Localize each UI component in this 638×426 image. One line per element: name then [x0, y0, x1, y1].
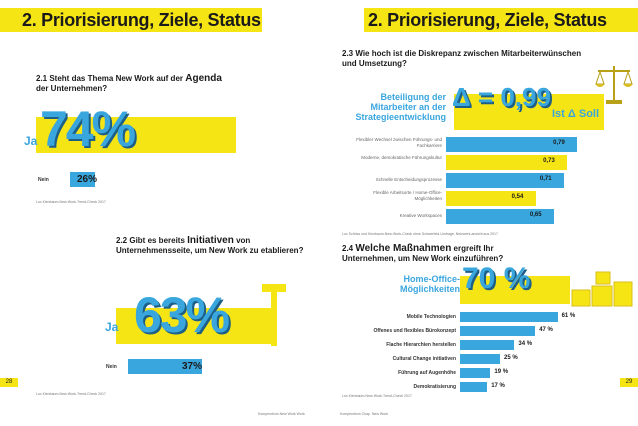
q24-homeoffice-label: Home-Office- Möglichkeiten: [399, 274, 460, 294]
q24-homeoffice-value: 70 %: [462, 262, 531, 295]
strat-value-5: 0,65: [529, 212, 542, 218]
q22-yes-label: Ja: [105, 320, 119, 334]
measure-value-4: 25 %: [504, 355, 518, 361]
q24-header-bar: [460, 276, 570, 304]
strat-value-1: 0,79: [553, 140, 565, 146]
q21-no-label: Nein: [38, 177, 49, 183]
measure-label-6: Demokratisierung: [413, 384, 456, 390]
q22-signpost-pole: [271, 288, 277, 346]
strat-bar-4: [446, 191, 536, 206]
measure-bar-6: [460, 382, 488, 392]
measure-label-1: Mobile Technologien: [406, 314, 456, 320]
right-page-number: 29: [620, 378, 638, 387]
left-page-number: 28: [0, 378, 18, 387]
strat-value-2: 0,73: [543, 158, 555, 164]
strat-bar-2: [446, 155, 568, 170]
q23-delta: Δ = 0,99: [452, 82, 551, 112]
strat-label-5: Kreative Workspaces: [399, 213, 442, 218]
strat-label-3: Schnelle Entscheidungsprozesse: [375, 177, 442, 182]
right-footer: Kompendium Chap. New Work: [340, 412, 388, 416]
measure-label-5: Führung auf Augenhöhe: [398, 370, 456, 376]
strat-bar-5: [446, 209, 554, 224]
strat-value-4: 0,54: [511, 194, 524, 200]
q23-ist-soll: Ist Δ Soll: [552, 108, 600, 120]
measure-value-6: 17 %: [491, 383, 505, 389]
left-footer: Kompendium New Work Work: [258, 412, 305, 416]
measure-value-1: 61 %: [561, 313, 576, 319]
strat-value-3: 0,71: [539, 176, 552, 182]
q22-yes-bar: [116, 308, 272, 344]
q23-header-bar: [454, 94, 604, 130]
strat-bar-3: [446, 173, 564, 188]
q22-no-bar: [128, 359, 202, 374]
q22-signpost-top: [262, 284, 286, 292]
q22-yes-value: 63%: [134, 287, 230, 343]
strat-label-1: Flexibler Wechsel zwischen Führungs- und…: [356, 137, 442, 148]
q21-yes-value: 74%: [40, 101, 136, 157]
left-title-bar: [0, 8, 262, 32]
measure-bar-4: [460, 354, 500, 364]
strat-label-2: Moderne, demokratische Führungskultur: [361, 155, 442, 160]
q23-heading: 2.3 Wie hoch ist die Diskrepanz zwischen…: [342, 49, 582, 68]
q24-source: Lux Kienbaum-New-Work-Trend-Check 2017: [342, 394, 412, 398]
q22-no-value: 37%: [182, 361, 203, 372]
strat-label-4: Flexible Arbeitsorte / Home-Office-Mögli…: [373, 190, 442, 201]
measure-label-3: Flache Hierarchien herstellen: [386, 342, 456, 348]
q22-no-label: Nein: [106, 364, 117, 370]
measure-bar-3: [460, 340, 515, 350]
q21-heading: 2.1 Steht das Thema New Work auf der Age…: [36, 73, 222, 94]
measure-bar-2: [460, 326, 536, 336]
measure-value-5: 19 %: [494, 369, 509, 375]
measure-label-4: Cultural Change initiativen: [392, 356, 456, 362]
q23-source: Lux Schüss und Kienbaum-New-Work-Check o…: [342, 232, 498, 236]
scales-icon: [595, 66, 633, 104]
measure-label-2: Offenes und flexibles Bürokonzept: [373, 328, 456, 334]
right-page: 2. Priorisierung, Ziele, Status 2.3 Wie …: [320, 0, 638, 426]
strat-bar-1: [446, 137, 578, 152]
right-page-title: 2. Priorisierung, Ziele, Status: [368, 10, 607, 30]
q21-yes-bar: [36, 117, 236, 153]
q21-yes-label: Ja: [24, 134, 38, 148]
measure-value-3: 34 %: [518, 341, 533, 347]
measure-value-2: 47 %: [539, 327, 553, 333]
q22-heading: 2.2 Gibt es bereits Initiativen von Unte…: [116, 235, 304, 256]
q22-source: Lux Kienbaum-New-Work-Trend-Check 2017: [36, 392, 106, 396]
right-title-bar: [364, 8, 638, 32]
q24-heading: 2.4 Welche Maßnahmen ergreift Ihr Untern…: [342, 243, 504, 264]
measure-bar-5: [460, 368, 491, 378]
q21-source: Lux Kienbaum-New-Work-Trend-Check 2017: [36, 200, 106, 204]
q21-no-bar: [70, 172, 95, 187]
left-page: 2. Priorisierung, Ziele, Status 2.1 Steh…: [0, 0, 318, 426]
boxes-icon: [571, 271, 633, 307]
measure-bar-1: [460, 312, 558, 322]
q23-strategy-label: Beteiligung der Mitarbeiter an der Strat…: [355, 92, 446, 122]
q21-no-value: 26%: [77, 174, 98, 185]
left-page-title: 2. Priorisierung, Ziele, Status: [22, 10, 261, 30]
